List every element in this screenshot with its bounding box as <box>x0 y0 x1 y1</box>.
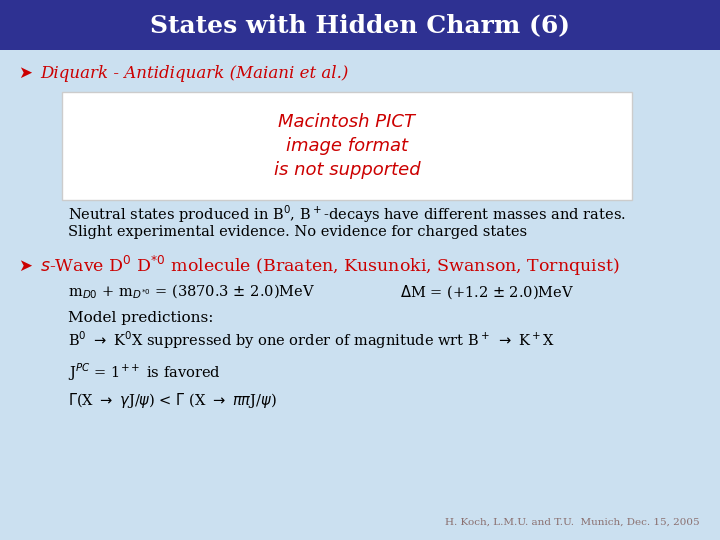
Text: Neutral states produced in B$^0$, B$^+$-decays have different masses and rates.: Neutral states produced in B$^0$, B$^+$-… <box>68 203 626 225</box>
Text: B$^0$ $\rightarrow$ K$^0$X suppressed by one order of magnitude wrt B$^+$ $\righ: B$^0$ $\rightarrow$ K$^0$X suppressed by… <box>68 329 555 351</box>
Text: $\it{s}$-Wave D$^0$ D$^{*0}$ molecule (Braaten, Kusunoki, Swanson, Tornquist): $\it{s}$-Wave D$^0$ D$^{*0}$ molecule (B… <box>40 254 619 278</box>
Text: H. Koch, L.M.U. and T.U.  Munich, Dec. 15, 2005: H. Koch, L.M.U. and T.U. Munich, Dec. 15… <box>446 517 700 526</box>
Bar <box>0 0 720 50</box>
Text: States with Hidden Charm (6): States with Hidden Charm (6) <box>150 13 570 37</box>
Text: Macintosh PICT
image format
is not supported: Macintosh PICT image format is not suppo… <box>274 113 420 179</box>
Text: Diquark - Antidiquark (Maiani et al.): Diquark - Antidiquark (Maiani et al.) <box>40 64 348 82</box>
Text: Slight experimental evidence. No evidence for charged states: Slight experimental evidence. No evidenc… <box>68 225 527 239</box>
Text: $\Delta$M = (+1.2 $\pm$ 2.0)MeV: $\Delta$M = (+1.2 $\pm$ 2.0)MeV <box>400 283 575 301</box>
Text: Model predictions:: Model predictions: <box>68 311 214 325</box>
Text: ➤: ➤ <box>18 64 32 82</box>
Bar <box>62 92 632 200</box>
Text: m$_{D0}$ + m$_{D^{*0}}$ = (3870.3 $\pm$ 2.0)MeV: m$_{D0}$ + m$_{D^{*0}}$ = (3870.3 $\pm$ … <box>68 283 315 301</box>
Text: J$^{PC}$ = 1$^{++}$ is favored: J$^{PC}$ = 1$^{++}$ is favored <box>68 361 221 383</box>
Text: ➤: ➤ <box>18 257 32 275</box>
Text: $\Gamma$(X $\rightarrow$ $\gamma$J/$\psi$) < $\Gamma$ (X $\rightarrow$ $\pi\pi$J: $\Gamma$(X $\rightarrow$ $\gamma$J/$\psi… <box>68 390 276 409</box>
